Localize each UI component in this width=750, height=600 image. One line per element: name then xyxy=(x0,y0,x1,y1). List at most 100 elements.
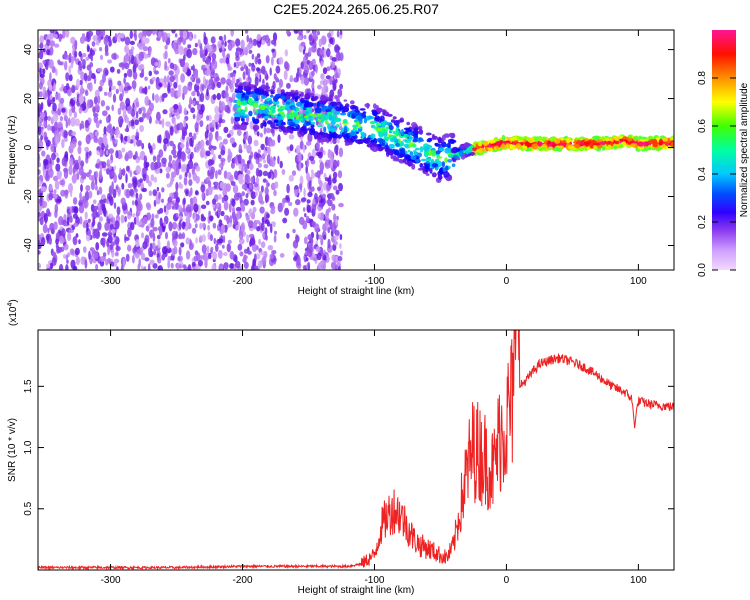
spectrogram-cell xyxy=(172,154,178,159)
spectrogram-cell xyxy=(82,221,88,229)
spectrogram-cell xyxy=(311,148,317,159)
spectrogram-cell xyxy=(230,72,236,78)
spectrogram-cell xyxy=(317,84,322,90)
spectrogram-cell xyxy=(52,96,56,102)
spectrogram-cell xyxy=(178,215,183,220)
spectrogram-cell xyxy=(251,64,256,72)
spectrogram-cell xyxy=(239,125,246,130)
spectrogram-cell xyxy=(250,176,255,184)
spectrogram-cell xyxy=(246,34,249,43)
spectrogram-cell xyxy=(133,217,137,225)
spectrogram-cell xyxy=(164,50,168,60)
spectrogram-cell xyxy=(211,43,217,53)
spectrogram-cell xyxy=(267,245,274,251)
spectrogram-cell xyxy=(68,229,75,233)
spectrogram-cell xyxy=(357,112,363,116)
spectrogram-cell xyxy=(210,166,215,175)
spectrogram-cell xyxy=(567,145,575,150)
spectrogram-cell xyxy=(210,148,214,156)
spectrogram-cell xyxy=(161,198,164,203)
spectrogram-cell xyxy=(54,203,59,214)
spectrogram-cell xyxy=(253,139,259,147)
spectrogram-cell xyxy=(335,218,339,226)
spectrogram-cell xyxy=(142,173,147,182)
spectrogram-cell xyxy=(105,149,109,156)
spectrogram-cell xyxy=(238,164,243,170)
spectrogram-cell xyxy=(53,193,58,199)
spectrogram-cell xyxy=(260,122,264,129)
spectrogram-cell xyxy=(109,66,115,73)
spectrogram-cell xyxy=(65,264,69,270)
spectrogram-cell xyxy=(203,36,208,45)
spectrogram-cell xyxy=(111,104,114,112)
spectrogram-cell xyxy=(403,143,410,147)
spectrogram-cell xyxy=(212,222,217,229)
spectrogram-cell xyxy=(91,41,96,47)
spectrogram-cell xyxy=(158,191,161,199)
spectrogram-cell xyxy=(194,190,199,196)
spectrogram-cell xyxy=(309,113,314,116)
spectrogram-cell xyxy=(328,114,333,121)
snr-x-tick-label: 100 xyxy=(630,575,647,586)
spectrogram-cell xyxy=(262,170,269,177)
spectrogram-cell xyxy=(154,214,159,219)
spectrogram-cell xyxy=(244,163,248,174)
spectrogram-cell xyxy=(306,30,309,34)
spectrogram-cell xyxy=(309,155,315,161)
spectrogram-cell xyxy=(178,46,184,56)
spectrogram-cell xyxy=(397,119,404,123)
spectrogram-cell xyxy=(325,221,329,229)
spectrogram-cell xyxy=(182,85,188,95)
spectrogram-cell xyxy=(218,123,222,128)
spectrogram-cell xyxy=(261,216,265,224)
spectrogram-cell xyxy=(328,94,333,99)
spectrogram-cell xyxy=(260,84,266,90)
spectrogram-cell xyxy=(236,99,241,106)
spectrogram-cell xyxy=(566,139,571,142)
spectrogram-cell xyxy=(129,40,135,46)
spectrogram-cell xyxy=(280,95,286,100)
spectrogram-cell xyxy=(218,238,224,244)
spectrogram-cell xyxy=(190,107,196,114)
spectrogram-cell xyxy=(310,186,315,192)
spectrogram-cell xyxy=(256,33,262,42)
spectrogram-cell xyxy=(305,215,310,222)
spectrogram-cell xyxy=(84,119,90,129)
spectrogram-cell xyxy=(175,161,179,168)
spectrogram-cell xyxy=(152,76,156,82)
spectrogram-cell xyxy=(221,197,225,203)
spectrogram-cell xyxy=(580,143,584,147)
spectrogram-cell xyxy=(255,253,261,260)
spectrogram-cell xyxy=(222,252,228,256)
spectrogram-cell xyxy=(91,221,95,227)
spectrogram-cell xyxy=(211,263,217,270)
spectrogram-cell xyxy=(222,235,226,244)
spectrogram-cell xyxy=(426,138,431,143)
spectrogram-cell xyxy=(81,59,86,67)
spectrogram-cell xyxy=(243,198,249,206)
spectrogram-cell xyxy=(194,250,199,256)
spectrogram-cell xyxy=(206,115,210,121)
spectrogram-cell xyxy=(130,221,135,231)
spectrogram-cell xyxy=(113,259,118,268)
spectrogram-cell xyxy=(148,180,152,187)
spectrogram-cell xyxy=(40,128,44,136)
spectrogram-cell xyxy=(424,163,430,170)
spectrogram-cell xyxy=(153,176,158,183)
spectrogram-cell xyxy=(137,199,142,209)
spectrogram-cell xyxy=(286,92,294,95)
spectrogram-cell xyxy=(192,48,198,56)
spectrogram-cell xyxy=(80,71,85,81)
spectrogram-cell xyxy=(132,254,135,264)
spectrogram-cell xyxy=(193,132,197,140)
spectrogram-cell xyxy=(180,73,186,83)
spectrogram-cell xyxy=(599,141,603,145)
spectrogram-cell xyxy=(293,207,299,217)
spectrogram-cell xyxy=(241,191,245,197)
spectrogram-cell xyxy=(348,110,355,114)
spectrogram-cell xyxy=(383,111,390,117)
spectrogram-cell xyxy=(125,52,130,63)
spectrogram-cell xyxy=(399,140,404,147)
spectrogram-cell xyxy=(51,152,56,161)
spectrogram-cell xyxy=(291,127,299,131)
